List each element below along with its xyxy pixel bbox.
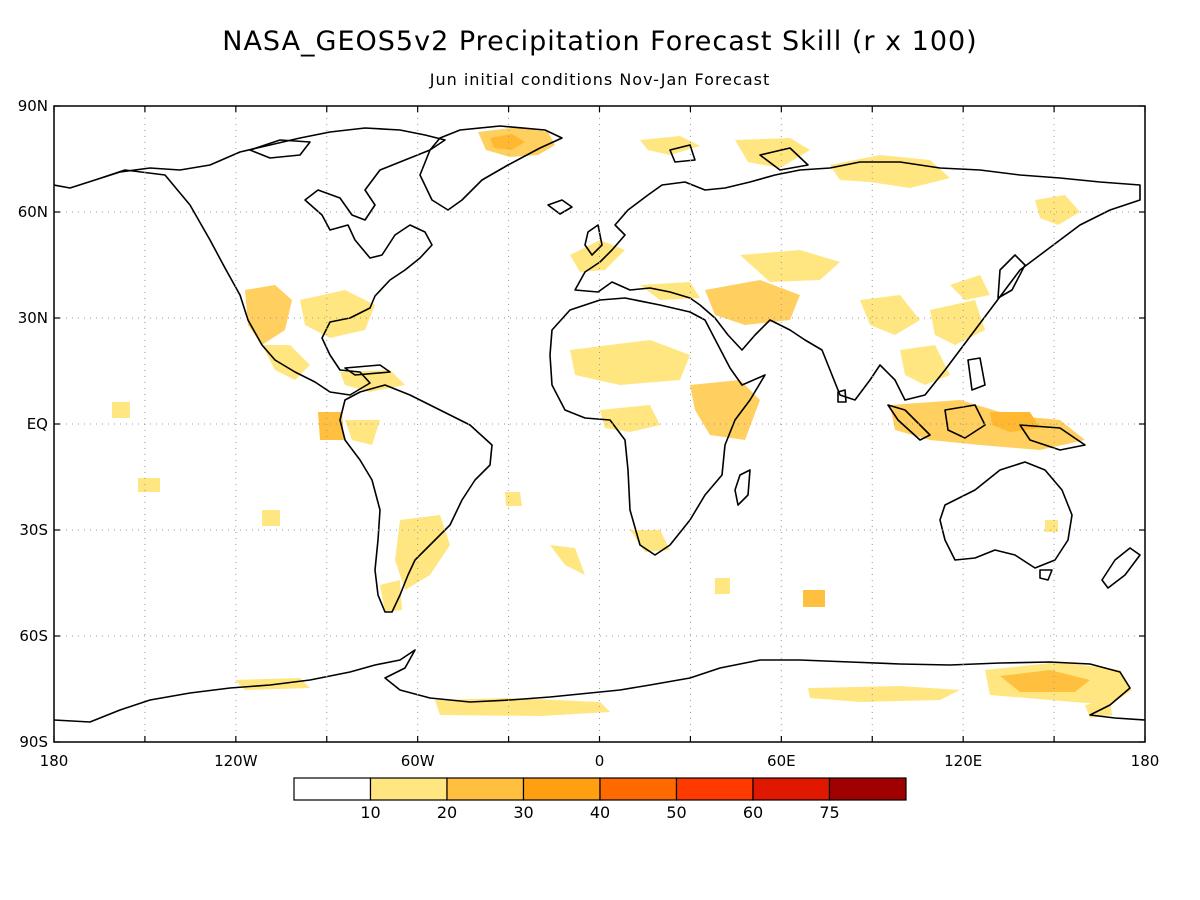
coastline-sumatra: [887, 404, 931, 441]
skill-region-mediterranean: [640, 282, 700, 300]
skill-region-central-asia: [740, 250, 840, 282]
colorbar-swatch: [828, 777, 907, 801]
coastline-antarctica: [54, 649, 1145, 723]
latitude-labels: 90N 60N 30N EQ 30S 60S 90S: [18, 97, 48, 751]
skill-region-siberia-east: [830, 155, 950, 188]
coastline-layer: [54, 125, 1145, 723]
skill-region-tibet: [860, 295, 920, 335]
coastline-tasmania: [1039, 569, 1053, 581]
skill-region-east-africa: [690, 380, 760, 440]
longitude-labels: 180 120W 60W 0 60E 120E 180: [40, 752, 1160, 770]
skill-region-middle-east: [705, 280, 800, 325]
coastline-borneo: [944, 404, 986, 439]
lon-label: 120W: [214, 752, 258, 770]
skill-region-east-pacific: [318, 412, 344, 440]
lat-label: EQ: [27, 415, 48, 433]
skill-region-antarctica-indian: [808, 686, 960, 702]
map-gridlines: [54, 106, 1145, 742]
lat-label: 90N: [18, 97, 48, 115]
colorbar-swatch: [522, 777, 601, 801]
coastline-britain: [584, 224, 603, 256]
skill-region-australia-east: [1045, 520, 1058, 532]
skill-region-pacific-1: [112, 402, 130, 418]
skill-region-greenland-core: [490, 134, 525, 150]
skill-region-weddell: [435, 698, 610, 716]
coastline-madagascar: [734, 469, 751, 506]
coastline-novaya-zemlya: [759, 147, 809, 171]
skill-region-southeast-asia: [900, 345, 950, 385]
lat-label: 60N: [18, 203, 48, 221]
colorbar-swatch: [446, 777, 525, 801]
coastline-cuba: [344, 364, 391, 376]
skill-region-far-east-russia: [1035, 195, 1080, 225]
lon-label: 60E: [767, 752, 796, 770]
colorbar: 10 20 30 40 50 60 75: [293, 777, 907, 822]
coastline-iceland: [547, 199, 573, 215]
skill-region-south-atlantic: [505, 492, 522, 506]
coastline-south-america: [339, 384, 493, 613]
coastline-arctic-islands: [249, 139, 311, 159]
colorbar-label: 50: [666, 803, 686, 822]
coastline-philippines: [967, 357, 986, 391]
coastline-new-guinea: [1019, 424, 1086, 451]
coastline-north-america: [54, 127, 446, 396]
skill-region-central-africa: [600, 405, 660, 432]
skill-region-south-atlantic-2: [550, 545, 585, 575]
colorbar-label: 20: [437, 803, 457, 822]
skill-region-andes: [345, 420, 380, 445]
lon-label: 60W: [401, 752, 435, 770]
skill-region-pacific-3: [262, 510, 280, 526]
colorbar-label: 40: [590, 803, 610, 822]
skill-region-mexico: [262, 345, 310, 380]
colorbar-swatch: [293, 777, 372, 801]
map-subtitle: Jun initial conditions Nov-Jan Forecast: [429, 70, 771, 89]
skill-region-japan: [950, 275, 990, 300]
lat-label: 30S: [19, 521, 48, 539]
skill-region-us-west: [245, 285, 292, 345]
skill-region-southern-africa: [630, 530, 670, 552]
skill-shading-layer: [112, 127, 1132, 718]
coastline-eurasia: [574, 161, 1141, 401]
coastline-svalbard: [669, 144, 696, 163]
skill-region-south-indian: [715, 578, 730, 594]
colorbar-swatch: [369, 777, 448, 801]
lon-label: 120E: [944, 752, 982, 770]
skill-region-us-southeast: [300, 290, 375, 338]
colorbar-label: 75: [819, 803, 839, 822]
coastline-new-zealand: [1101, 547, 1141, 589]
coastline-australia: [939, 461, 1073, 569]
skill-region-kerguelen: [803, 590, 825, 607]
skill-region-antarctica-east-core: [1000, 670, 1090, 692]
skill-region-maritime-continent: [890, 400, 1085, 450]
skill-region-scandinavia: [640, 136, 700, 155]
colorbar-label: 10: [360, 803, 380, 822]
colorbar-label: 30: [513, 803, 533, 822]
skill-region-siberia-north: [735, 138, 810, 168]
colorbar-swatch: [599, 777, 678, 801]
colorbar-swatch: [675, 777, 754, 801]
skill-region-china: [930, 300, 985, 345]
axis-ticks: [53, 105, 1146, 743]
coastline-japan: [997, 254, 1026, 299]
lon-label: 180: [40, 752, 69, 770]
colorbar-label: 60: [743, 803, 763, 822]
coastline-africa: [549, 297, 766, 556]
lat-label: 90S: [19, 733, 48, 751]
lat-label: 30N: [18, 309, 48, 327]
lat-label: 60S: [19, 627, 48, 645]
skill-region-maritime-core: [990, 412, 1040, 432]
skill-region-pacific-2: [138, 478, 160, 492]
coastline-greenland: [419, 125, 563, 211]
lon-label: 180: [1131, 752, 1160, 770]
coastline-sri-lanka: [837, 389, 847, 403]
skill-region-sahel: [570, 340, 690, 385]
colorbar-swatch: [752, 777, 831, 801]
map-title: NASA_GEOS5v2 Precipitation Forecast Skil…: [222, 26, 978, 57]
lon-label: 0: [595, 752, 605, 770]
skill-region-europe: [570, 240, 625, 272]
